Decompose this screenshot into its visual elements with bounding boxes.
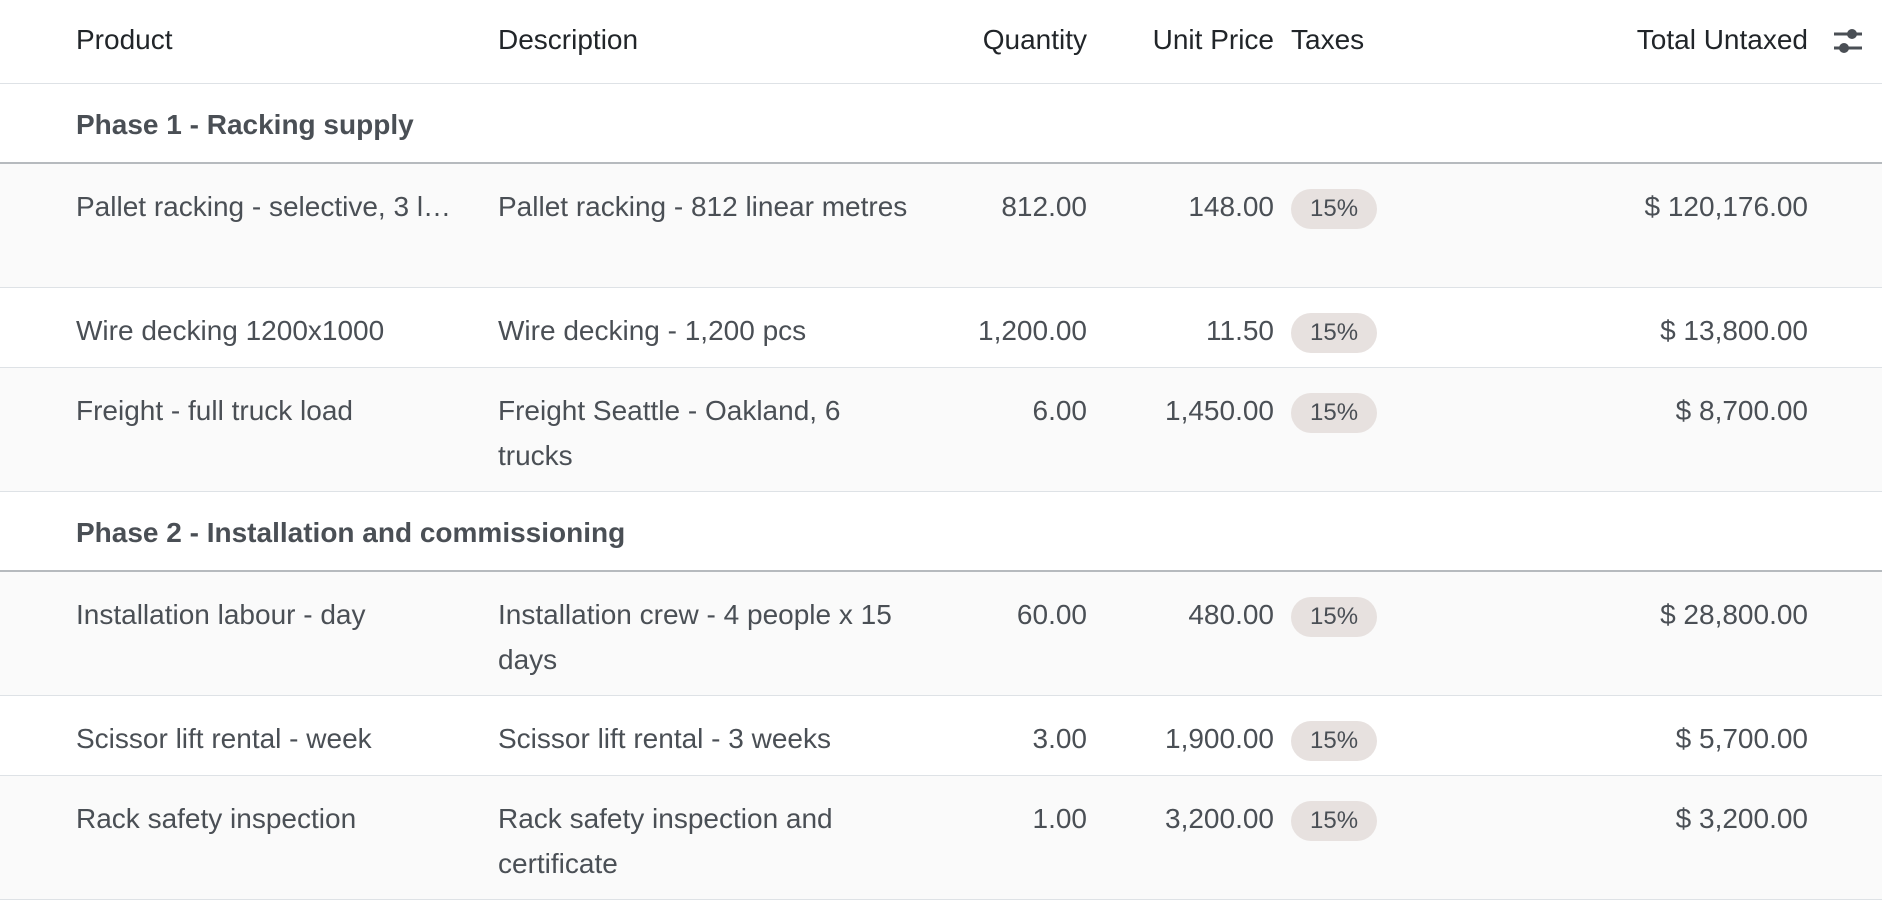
column-header-product[interactable]: Product (76, 24, 173, 55)
description-cell: Wire decking - 1,200 pcs (498, 315, 807, 346)
total-cell: $ 8,700.00 (1675, 395, 1808, 426)
description-cell: Rack safety inspection and certificate (498, 803, 833, 879)
total-cell: $ 28,800.00 (1660, 599, 1808, 630)
taxes-cell: 15% (1291, 716, 1591, 761)
column-header-unit-price[interactable]: Unit Price (1152, 24, 1274, 55)
unit-price-cell: 11.50 (1206, 315, 1274, 346)
tax-badge: 15% (1291, 801, 1378, 841)
unit-price-cell: 3,200.00 (1165, 803, 1274, 834)
table-row[interactable]: Installation labour - day Installation c… (0, 572, 1882, 696)
description-cell: Freight Seattle - Oakland, 6 trucks (498, 395, 841, 471)
quantity-cell: 60.00 (1016, 599, 1087, 630)
total-cell: $ 5,700.00 (1675, 723, 1808, 754)
total-cell: $ 13,800.00 (1660, 315, 1808, 346)
tax-badge: 15% (1291, 721, 1378, 761)
unit-price-cell: 148.00 (1188, 191, 1274, 222)
taxes-cell: 15% (1291, 796, 1591, 841)
column-header-quantity[interactable]: Quantity (982, 24, 1087, 55)
table-header: Product Description Quantity Unit Price … (0, 0, 1882, 84)
description-cell: Scissor lift rental - 3 weeks (498, 723, 831, 754)
taxes-cell: 15% (1291, 308, 1591, 353)
total-cell: $ 3,200.00 (1675, 803, 1808, 834)
product-cell: Rack safety inspection (76, 803, 357, 834)
quantity-cell: 812.00 (1001, 191, 1087, 222)
column-header-taxes[interactable]: Taxes (1291, 24, 1365, 55)
total-cell: $ 120,176.00 (1644, 191, 1809, 222)
section-row[interactable]: Phase 1 - Racking supply (0, 84, 1882, 164)
product-cell: Freight - full truck load (76, 395, 353, 426)
column-header-total-untaxed[interactable]: Total Untaxed (1636, 24, 1808, 55)
taxes-cell: 15% (1291, 592, 1591, 637)
column-header-description[interactable]: Description (498, 24, 639, 55)
section-row[interactable]: Phase 2 - Installation and commissioning (0, 492, 1882, 572)
product-cell: Scissor lift rental - week (76, 723, 372, 754)
product-cell: Wire decking 1200x1000 (76, 315, 385, 346)
unit-price-cell: 480.00 (1188, 599, 1274, 630)
taxes-cell: 15% (1291, 184, 1591, 229)
table-row[interactable]: Scissor lift rental - week Scissor lift … (0, 696, 1882, 776)
tax-badge: 15% (1291, 597, 1378, 637)
taxes-cell: 15% (1291, 388, 1591, 433)
product-cell: Installation labour - day (76, 599, 366, 630)
tax-badge: 15% (1291, 313, 1378, 353)
description-cell: Pallet racking - 812 linear metres (498, 191, 908, 222)
table-row[interactable]: Freight - full truck load Freight Seattl… (0, 368, 1882, 492)
product-cell: Pallet racking - selective, 3 l… (76, 191, 452, 222)
table-row[interactable]: Wire decking 1200x1000 Wire decking - 1,… (0, 288, 1882, 368)
sliders-icon[interactable] (1832, 24, 1864, 58)
section-title: Phase 1 - Racking supply (76, 109, 414, 140)
table-row[interactable]: Pallet racking - selective, 3 l… Pallet … (0, 164, 1882, 288)
section-title: Phase 2 - Installation and commissioning (76, 517, 626, 548)
tax-badge: 15% (1291, 393, 1378, 433)
table-row[interactable]: Rack safety inspection Rack safety inspe… (0, 776, 1882, 900)
tax-badge: 15% (1291, 189, 1378, 229)
unit-price-cell: 1,450.00 (1165, 395, 1274, 426)
description-cell: Installation crew - 4 people x 15 days (498, 599, 892, 675)
quantity-cell: 3.00 (1032, 723, 1088, 754)
quantity-cell: 1.00 (1032, 803, 1088, 834)
quantity-cell: 6.00 (1032, 395, 1088, 426)
quantity-cell: 1,200.00 (978, 315, 1087, 346)
unit-price-cell: 1,900.00 (1165, 723, 1274, 754)
